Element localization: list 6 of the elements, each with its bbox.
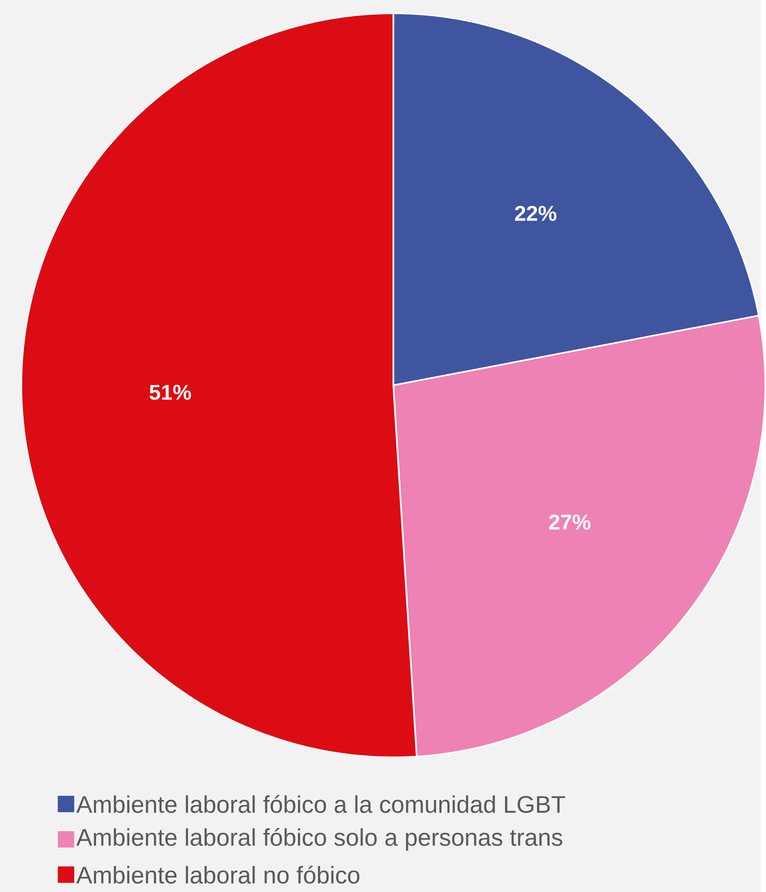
data-label: 22% [514, 206, 556, 221]
data-label: 51% [149, 384, 191, 400]
legend-label: Ambiente laboral no fóbico [76, 866, 360, 884]
data-label: 27% [549, 514, 590, 530]
legend-label: Ambiente laboral fóbico solo a personas trans [76, 828, 562, 851]
legend-label: Ambiente laboral fóbico a la comunidad LGBT [76, 795, 566, 813]
